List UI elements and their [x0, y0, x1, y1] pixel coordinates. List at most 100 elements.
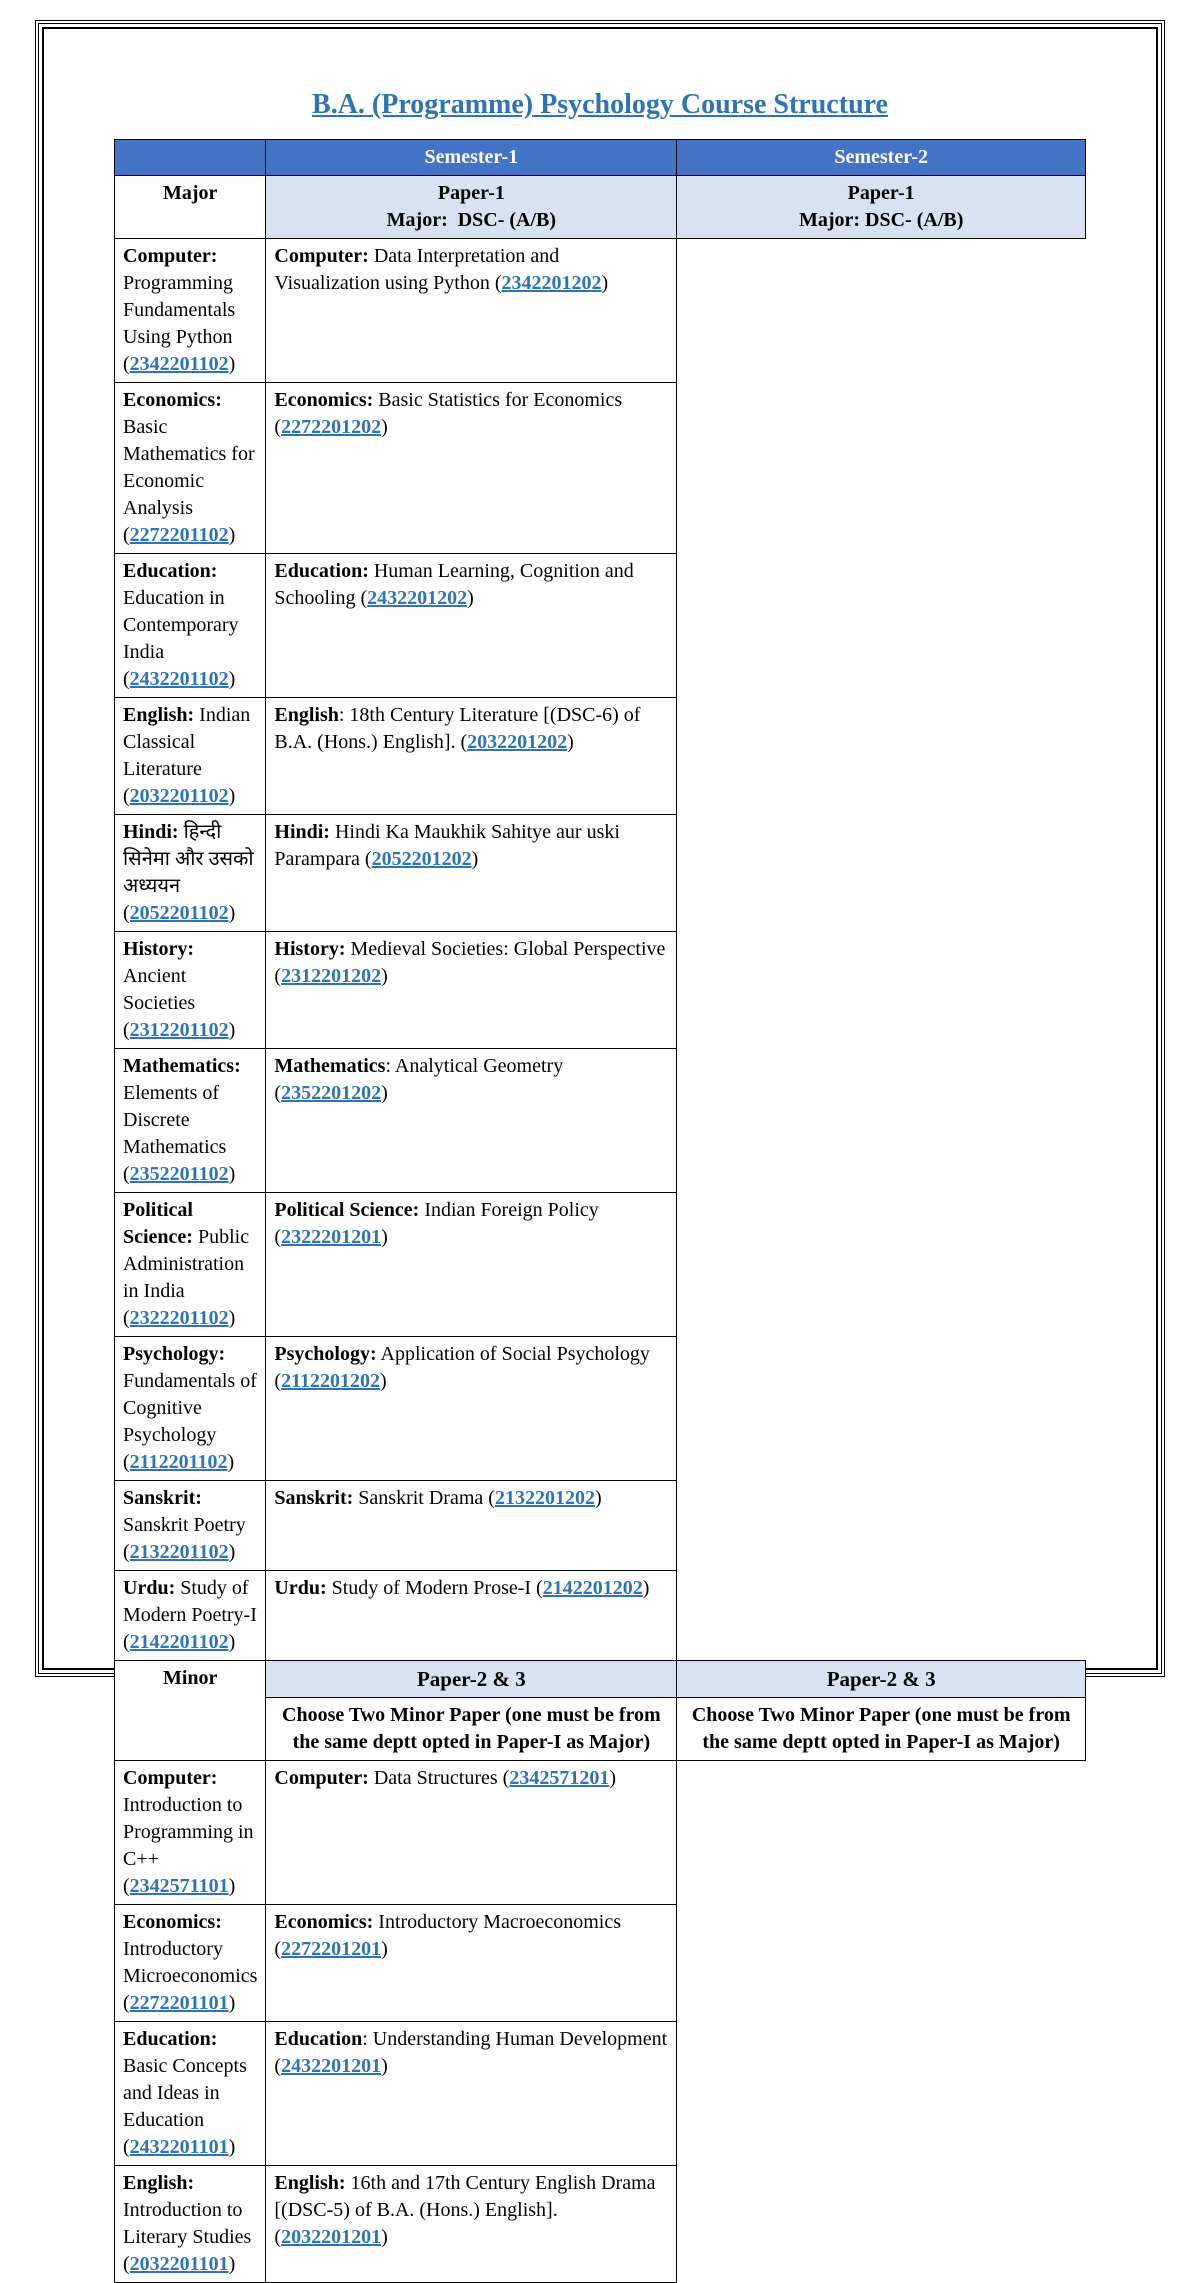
major-sub2: Paper-1Major: DSC- (A/B) — [677, 176, 1086, 239]
course-code-link[interactable]: 2432201201 — [281, 2055, 381, 2077]
course-code-link[interactable]: 2272201102 — [130, 524, 229, 546]
course-code-link[interactable]: 2432201101 — [130, 2136, 229, 2158]
header-blank — [115, 140, 266, 176]
course-text-end: ) — [229, 2253, 236, 2275]
subject-label: Computer: — [123, 245, 217, 267]
course-text-end: ) — [229, 2136, 236, 2158]
course-code-link[interactable]: 2272201101 — [130, 1992, 229, 2014]
subject-label: Education: — [123, 560, 217, 582]
subject-label: Urdu: — [274, 1577, 326, 1599]
course-code-link[interactable]: 2052201202 — [372, 848, 472, 870]
subject-label: Hindi: — [274, 821, 330, 843]
sem2-cell: English: 16th and 17th Century English D… — [266, 2166, 677, 2283]
subject-label: Economics: — [123, 1911, 222, 1933]
table-row: Political Science: Public Administration… — [115, 1193, 1086, 1337]
sem2-cell: History: Medieval Societies: Global Pers… — [266, 932, 677, 1049]
course-code-link[interactable]: 2322201201 — [281, 1226, 381, 1248]
course-code-link[interactable]: 2342571101 — [130, 1875, 229, 1897]
course-table: Semester-1 Semester-2 Major Paper-1Major… — [114, 139, 1086, 2283]
subject-label: Psychology: — [274, 1343, 376, 1365]
course-code-link[interactable]: 2032201201 — [281, 2226, 381, 2248]
course-code-link[interactable]: 2132201202 — [495, 1487, 595, 1509]
page-title: B.A. (Programme) Psychology Course Struc… — [114, 89, 1086, 121]
table-row: Hindi: हिन्दी सिनेमा और उसको अध्ययन (205… — [115, 815, 1086, 932]
course-code-link[interactable]: 2312201202 — [281, 965, 381, 987]
sem1-cell: Computer: Programming Fundamentals Using… — [115, 239, 266, 383]
course-code-link[interactable]: 2142201202 — [543, 1577, 643, 1599]
course-text-end: ) — [381, 1226, 388, 1248]
course-code-link[interactable]: 2342201202 — [502, 272, 602, 294]
subject-label: Economics: — [123, 389, 222, 411]
course-text-end: ) — [381, 2055, 388, 2077]
table-row: English: Introduction to Literary Studie… — [115, 2166, 1086, 2283]
subject-label: Computer: — [123, 1767, 217, 1789]
course-text-end: ) — [381, 965, 388, 987]
course-code-link[interactable]: 2032201202 — [467, 731, 567, 753]
sem1-cell: Hindi: हिन्दी सिनेमा और उसको अध्ययन (205… — [115, 815, 266, 932]
minor-instr2: Choose Two Minor Paper (one must be from… — [677, 1698, 1086, 1761]
major-subheader-row: Major Paper-1Major: DSC- (A/B) Paper-1Ma… — [115, 176, 1086, 239]
outer-border: B.A. (Programme) Psychology Course Struc… — [35, 20, 1165, 1677]
course-text-end: ) — [381, 1082, 388, 1104]
subject-label: English — [274, 704, 338, 726]
sem2-cell: Education: Understanding Human Developme… — [266, 2022, 677, 2166]
course-code-link[interactable]: 2142201102 — [130, 1631, 229, 1653]
course-text-end: ) — [609, 1767, 616, 1789]
subject-label: Economics: — [274, 1911, 373, 1933]
course-code-link[interactable]: 2032201101 — [130, 2253, 229, 2275]
sem1-cell: History: Ancient Societies (2312201102) — [115, 932, 266, 1049]
sem1-cell: Education: Education in Contemporary Ind… — [115, 554, 266, 698]
table-row: Computer: Introduction to Programming in… — [115, 1761, 1086, 1905]
major-label: Major — [115, 176, 266, 239]
course-text-end: ) — [229, 785, 236, 807]
subject-label: Education — [274, 2028, 362, 2050]
course-code-link[interactable]: 2272201202 — [281, 416, 381, 438]
course-text-end: ) — [229, 1163, 236, 1185]
course-code-link[interactable]: 2322201102 — [130, 1307, 229, 1329]
course-text-end: ) — [229, 668, 236, 690]
sem2-cell: Psychology: Application of Social Psycho… — [266, 1337, 677, 1481]
course-code-link[interactable]: 2352201202 — [281, 1082, 381, 1104]
course-text-end: ) — [467, 587, 474, 609]
course-text-end: ) — [643, 1577, 650, 1599]
course-code-link[interactable]: 2432201202 — [367, 587, 467, 609]
course-text-end: ) — [227, 1451, 234, 1473]
subject-label: Economics: — [274, 389, 373, 411]
course-text-end: ) — [567, 731, 574, 753]
minor-subheader-row: Minor Paper-2 & 3 Paper-2 & 3 — [115, 1661, 1086, 1698]
header-sem2: Semester-2 — [677, 140, 1086, 176]
course-text-end: ) — [381, 2226, 388, 2248]
course-code-link[interactable]: 2052201102 — [130, 902, 229, 924]
course-code-link[interactable]: 2352201102 — [130, 1163, 229, 1185]
course-code-link[interactable]: 2132201102 — [130, 1541, 229, 1563]
course-text-end: ) — [229, 1019, 236, 1041]
subject-label: Urdu: — [123, 1577, 175, 1599]
course-code-link[interactable]: 2432201102 — [130, 668, 229, 690]
course-code-link[interactable]: 2032201102 — [130, 785, 229, 807]
subject-label: English: — [123, 704, 194, 726]
sem2-cell: English: 18th Century Literature [(DSC-6… — [266, 698, 677, 815]
minor-instr1: Choose Two Minor Paper (one must be from… — [266, 1698, 677, 1761]
course-code-link[interactable]: 2342201102 — [130, 353, 229, 375]
course-code-link[interactable]: 2112201202 — [281, 1370, 380, 1392]
sem2-cell: Economics: Introductory Macroeconomics (… — [266, 1905, 677, 2022]
table-row: Economics: Basic Mathematics for Economi… — [115, 383, 1086, 554]
course-code-link[interactable]: 2112201102 — [130, 1451, 228, 1473]
minor-sub2: Paper-2 & 3 — [677, 1661, 1086, 1698]
table-row: Psychology: Fundamentals of Cognitive Ps… — [115, 1337, 1086, 1481]
minor-sub1: Paper-2 & 3 — [266, 1661, 677, 1698]
sem2-cell: Political Science: Indian Foreign Policy… — [266, 1193, 677, 1337]
course-code-link[interactable]: 2342571201 — [509, 1767, 609, 1789]
sem1-cell: Computer: Introduction to Programming in… — [115, 1761, 266, 1905]
sem1-cell: Sanskrit: Sanskrit Poetry (2132201102) — [115, 1481, 266, 1571]
header-sem1: Semester-1 — [266, 140, 677, 176]
sem1-cell: Urdu: Study of Modern Poetry-I (21422011… — [115, 1571, 266, 1661]
course-code-link[interactable]: 2272201201 — [281, 1938, 381, 1960]
major-sub1: Paper-1Major: DSC- (A/B) — [266, 176, 677, 239]
course-text: Sanskrit Drama ( — [353, 1487, 495, 1509]
sem1-cell: Education: Basic Concepts and Ideas in E… — [115, 2022, 266, 2166]
course-text-end: ) — [602, 272, 609, 294]
subject-label: History: — [123, 938, 194, 960]
course-code-link[interactable]: 2312201102 — [130, 1019, 229, 1041]
subject-label: Mathematics — [274, 1055, 385, 1077]
